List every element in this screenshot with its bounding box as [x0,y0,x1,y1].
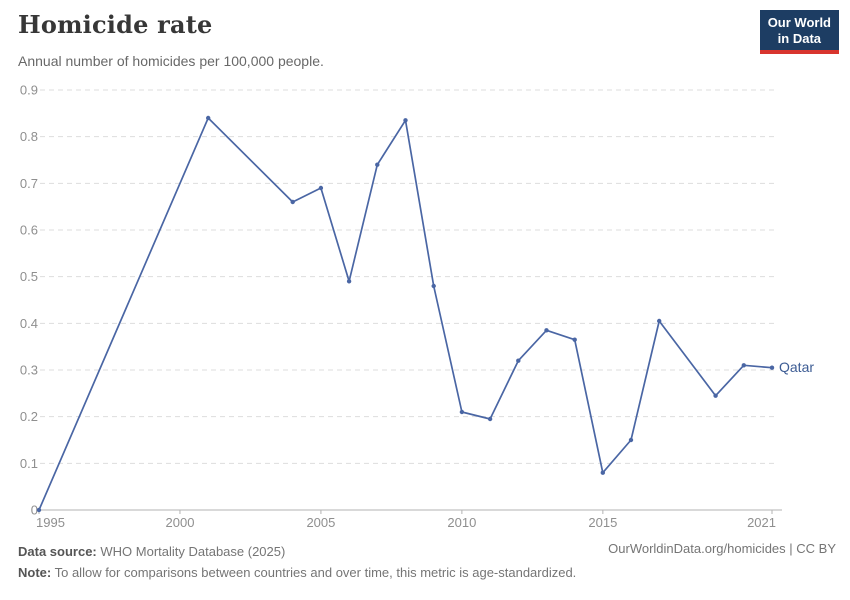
y-tick-label: 0.8 [20,129,38,144]
y-tick-label: 0.4 [20,316,38,331]
owid-logo-line2: in Data [777,31,822,46]
data-source-text: WHO Mortality Database (2025) [100,544,286,559]
data-point [628,437,634,443]
owid-logo-line1: Our World [767,15,831,30]
data-point [375,162,380,167]
data-point [431,283,436,289]
data-point [769,365,775,370]
data-point [741,363,746,368]
owid-logo: Our World in Data [759,10,839,54]
x-tick-label: 1995 [36,515,65,530]
note-text: To allow for comparisons between countri… [54,565,577,580]
data-point [403,118,408,123]
y-tick-label: 0 [31,503,38,518]
note-label: Note: [18,565,52,580]
y-tick-label: 0.9 [20,83,38,98]
data-point [487,416,493,422]
data-point [36,507,42,513]
note-line: Note: To allow for comparisons between c… [18,562,576,583]
footer-source-note: Data source: WHO Mortality Database (202… [18,541,576,583]
y-tick-label: 0.5 [20,269,38,284]
data-point [318,185,324,191]
data-point [290,199,295,205]
x-tick-label: 2005 [306,515,335,530]
page-subtitle: Annual number of homicides per 100,000 p… [18,53,324,69]
data-point [206,115,211,121]
data-source-line: Data source: WHO Mortality Database (202… [18,541,576,562]
y-tick-label: 0.1 [20,456,38,471]
series-line-qatar [38,117,773,511]
data-point [459,409,465,415]
data-point [544,328,549,333]
x-tick-label: 2000 [166,515,195,530]
data-point [572,337,577,342]
data-point [600,470,605,475]
page-title: Homicide rate [18,10,213,39]
data-point [657,318,662,324]
data-point [516,358,521,363]
data-point [713,393,718,398]
x-tick-label: 2015 [588,515,617,530]
series-label-qatar: Qatar [779,359,814,375]
owid-link[interactable]: OurWorldinData.org/homicides | CC BY [608,541,836,556]
data-point [346,279,352,284]
data-source-label: Data source: [18,544,97,559]
y-tick-label: 0.2 [20,409,38,424]
x-tick-label: 2021 [747,515,776,530]
y-tick-label: 0.3 [20,363,38,378]
y-tick-label: 0.6 [20,223,38,238]
x-tick-label: 2010 [447,515,476,530]
y-tick-label: 0.7 [20,176,38,191]
